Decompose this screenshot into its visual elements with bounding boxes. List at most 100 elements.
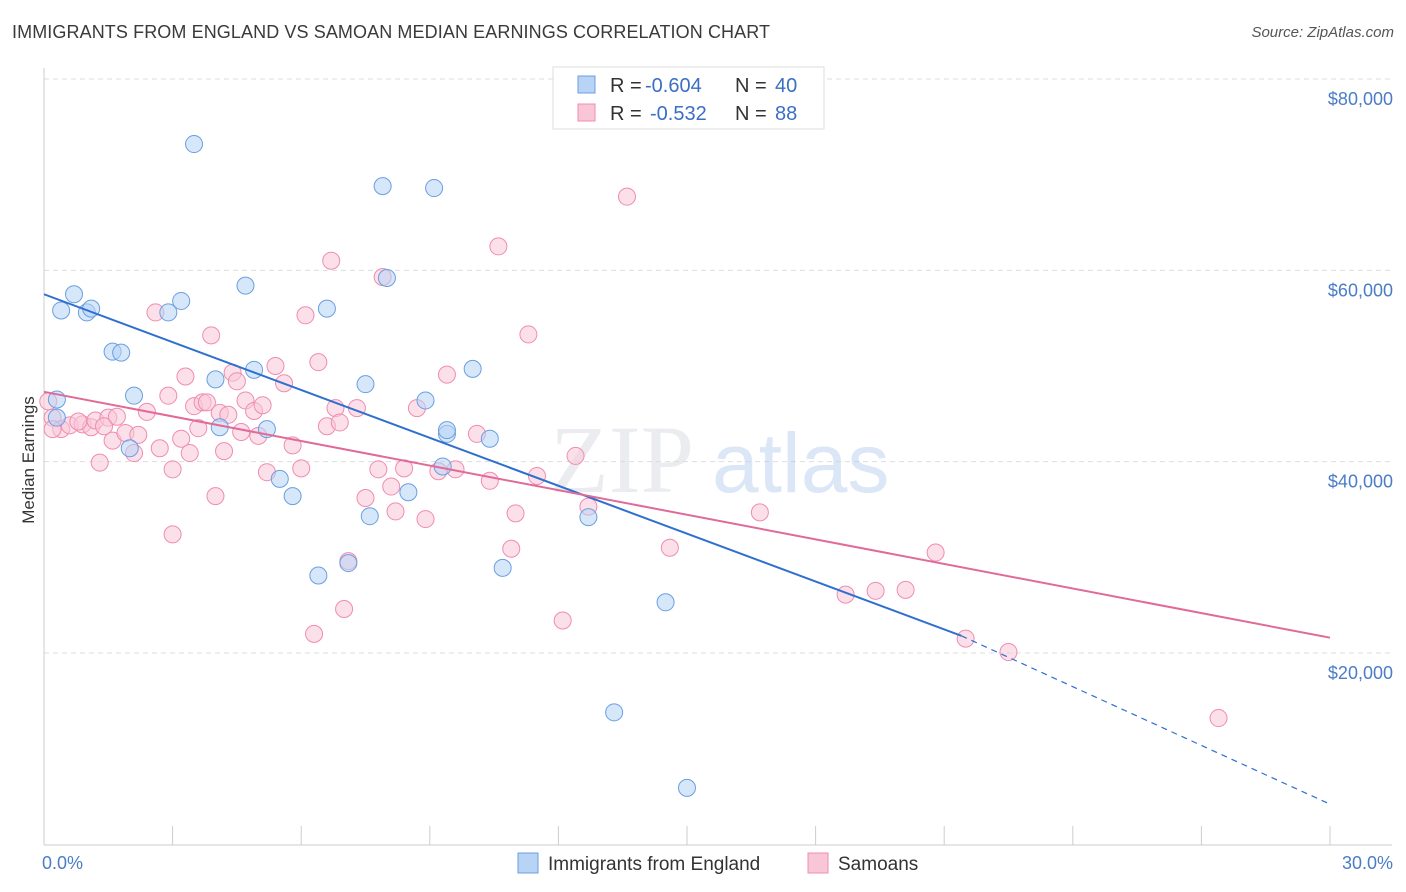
- data-point-samoan: [189, 419, 208, 438]
- legend-r-label-samoan: R =: [610, 103, 642, 125]
- data-point-samoan: [617, 187, 636, 206]
- bottom-legend-label-england: Immigrants from England: [548, 854, 760, 875]
- trend-lines: [43, 293, 1331, 805]
- data-point-england: [493, 558, 512, 577]
- data-point-samoan: [180, 444, 199, 463]
- legend-n-value-england: 40: [775, 75, 797, 97]
- data-point-samoan: [330, 413, 349, 432]
- data-point-samoan: [90, 453, 109, 472]
- data-point-samoan: [437, 365, 456, 384]
- trend-line-england: [43, 293, 962, 637]
- data-point-england: [159, 303, 178, 322]
- data-point-samoan: [896, 580, 915, 599]
- data-point-samoan: [416, 510, 435, 529]
- data-point-samoan: [553, 611, 572, 630]
- data-point-samoan: [1209, 709, 1228, 728]
- data-point-samoan: [502, 539, 521, 558]
- data-point-england: [185, 135, 204, 154]
- data-point-samoan: [197, 393, 216, 412]
- data-point-samoan: [69, 412, 88, 431]
- data-point-england: [416, 391, 435, 410]
- data-point-england: [399, 483, 418, 502]
- data-point-england: [206, 370, 225, 389]
- x-tick-label: 0.0%: [42, 853, 83, 873]
- data-point-samoan: [172, 429, 191, 448]
- data-point-england: [309, 566, 328, 585]
- bottom-legend-label-samoan: Samoans: [838, 854, 918, 875]
- data-point-samoan: [95, 417, 114, 436]
- bottom-legend-swatch-england: [517, 852, 539, 874]
- data-point-england: [480, 429, 499, 448]
- legend-n-value-samoan: 88: [775, 103, 797, 125]
- chart-title: IMMIGRANTS FROM ENGLAND VS SAMOAN MEDIAN…: [12, 22, 771, 42]
- data-point-samoan: [215, 442, 234, 461]
- data-point-samoan: [219, 405, 238, 424]
- data-point-england: [339, 554, 358, 573]
- axes: [43, 68, 1392, 846]
- data-point-samoan: [519, 325, 538, 344]
- data-point-samoan: [232, 423, 251, 442]
- data-point-samoan: [159, 386, 178, 405]
- data-point-samoan: [266, 357, 285, 375]
- data-point-samoan: [163, 525, 182, 544]
- data-point-samoan: [309, 353, 328, 372]
- data-point-samoan: [292, 459, 311, 478]
- y-tick-label: $80,000: [1328, 89, 1393, 109]
- data-point-england: [125, 386, 144, 405]
- data-point-samoan: [489, 237, 508, 256]
- x-tick-label: 30.0%: [1342, 853, 1393, 873]
- bottom-legend-swatch-samoan: [807, 852, 829, 874]
- watermark-atlas: atlas: [712, 416, 889, 510]
- legend-n-label-england: N =: [735, 75, 767, 97]
- data-point-samoan: [566, 446, 585, 465]
- legend-r-value-england: -0.604: [645, 75, 702, 97]
- legend-bottom: Immigrants from England Samoans: [517, 852, 918, 875]
- data-point-samoan: [480, 471, 499, 490]
- data-point-england: [236, 276, 255, 295]
- series-samoans: [39, 187, 1228, 728]
- y-axis-title: Median Earnings: [19, 396, 38, 524]
- data-point-samoan: [296, 306, 315, 325]
- legend-n-label-samoan: N =: [735, 103, 767, 125]
- data-point-england: [678, 778, 696, 797]
- data-point-samoan: [206, 487, 225, 506]
- data-point-samoan: [750, 503, 769, 522]
- y-tick-label: $40,000: [1328, 472, 1393, 492]
- data-point-england: [579, 508, 598, 527]
- data-point-england: [283, 487, 302, 506]
- y-tick-labels: $80,000 $60,000 $40,000 $20,000: [1328, 89, 1393, 683]
- data-point-england: [317, 299, 336, 318]
- data-point-samoan: [163, 460, 182, 479]
- chart-source: Source: ZipAtlas.com: [1251, 24, 1394, 41]
- y-tick-label: $60,000: [1328, 280, 1393, 300]
- data-point-england: [120, 439, 139, 458]
- data-point-samoan: [926, 543, 945, 562]
- data-point-england: [656, 593, 675, 612]
- data-point-samoan: [227, 372, 246, 391]
- data-point-england: [437, 421, 456, 440]
- x-tick-labels: 0.0% 30.0%: [42, 853, 1393, 873]
- data-point-samoan: [956, 629, 975, 648]
- data-point-england: [270, 469, 289, 488]
- data-point-samoan: [322, 251, 341, 270]
- data-point-samoan: [866, 581, 885, 600]
- y-tick-label: $20,000: [1328, 663, 1393, 683]
- legend-r-value-samoan: -0.532: [650, 103, 707, 125]
- trend-line-england-extension: [961, 635, 1331, 805]
- data-point-samoan: [107, 407, 126, 426]
- data-point-samoan: [506, 504, 525, 523]
- data-point-samoan: [202, 326, 221, 345]
- data-point-england: [172, 291, 191, 310]
- data-point-samoan: [369, 460, 388, 479]
- data-point-samoan: [129, 425, 148, 444]
- data-point-england: [112, 343, 131, 362]
- data-point-samoan: [386, 502, 405, 521]
- data-point-england: [425, 179, 444, 198]
- legend-swatch-england: [577, 75, 596, 94]
- data-point-england: [52, 301, 71, 320]
- data-point-samoan: [335, 599, 354, 618]
- data-point-samoan: [999, 643, 1018, 662]
- data-point-england: [47, 408, 66, 427]
- data-point-england: [373, 177, 392, 196]
